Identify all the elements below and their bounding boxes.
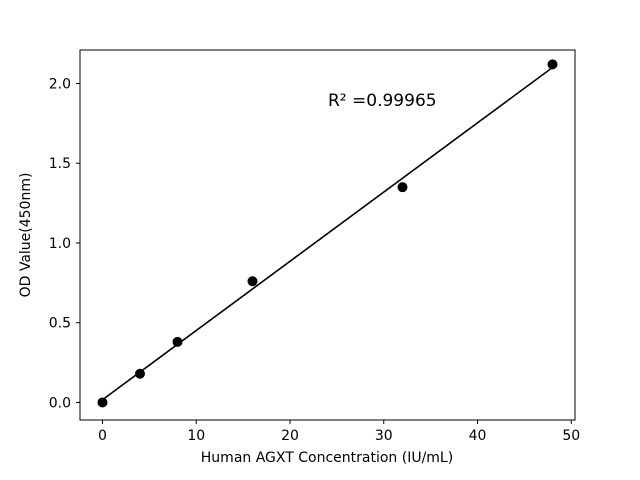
- data-point: [397, 182, 408, 193]
- x-tick-label: 10: [187, 428, 205, 444]
- y-tick-label: 2.0: [49, 76, 71, 92]
- x-tick-label: 50: [562, 428, 580, 444]
- plot-frame: [79, 49, 576, 421]
- x-tick-label: 40: [469, 428, 487, 444]
- data-point: [97, 397, 108, 408]
- y-tick-label: 1.0: [49, 236, 71, 252]
- data-point: [135, 368, 145, 379]
- fit-line: [102, 66, 553, 401]
- x-tick-label: 20: [281, 428, 299, 444]
- x-tick-label: 30: [375, 428, 393, 444]
- y-axis-label: OD Value(450nm): [18, 173, 34, 298]
- y-tick-label: 1.5: [49, 156, 71, 172]
- data-point: [547, 59, 558, 70]
- data-point: [172, 336, 183, 347]
- y-tick-label: 0.5: [49, 316, 71, 332]
- x-tick-label: 0: [98, 428, 107, 444]
- data-point: [247, 276, 258, 287]
- r-squared-annotation: R² =0.99965: [328, 91, 437, 111]
- y-tick-label: 0.0: [49, 395, 71, 411]
- plot-area: 0 10 20 30 40 50 0.0 0.5 1.0 1.5 2.0: [49, 49, 580, 444]
- x-axis-label: Human AGXT Concentration (IU/mL): [201, 450, 453, 466]
